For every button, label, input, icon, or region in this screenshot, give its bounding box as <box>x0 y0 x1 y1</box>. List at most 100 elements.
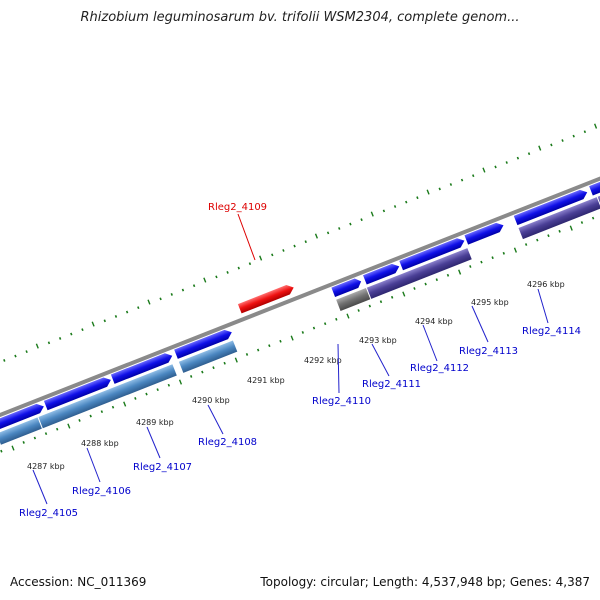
minor-tick <box>469 265 472 268</box>
major-tick <box>538 145 542 151</box>
cds-block-gray <box>336 288 371 311</box>
minor-tick <box>550 143 553 147</box>
gene-label-rleg2-4105[interactable]: Rleg2_4105 <box>19 508 78 519</box>
gene-label-rleg2-4107[interactable]: Rleg2_4107 <box>133 462 192 473</box>
major-tick <box>290 335 294 341</box>
gene-rleg2-4113[interactable] <box>464 221 505 245</box>
minor-tick <box>446 273 450 277</box>
gene-rleg2-4108[interactable] <box>174 328 233 359</box>
major-tick <box>91 321 95 327</box>
gene-label-rleg2-4114[interactable]: Rleg2_4114 <box>522 326 581 337</box>
gene-rleg2-4106[interactable] <box>43 375 113 411</box>
minor-tick <box>248 262 252 266</box>
minor-tick <box>0 449 3 453</box>
leader-line <box>471 305 489 343</box>
minor-tick <box>279 339 282 343</box>
minor-tick <box>505 161 508 164</box>
gene-rleg2-4110[interactable] <box>331 277 363 297</box>
gene-label-rleg2-4110[interactable]: Rleg2_4110 <box>312 396 371 407</box>
minor-tick <box>33 436 37 440</box>
minor-tick <box>56 427 59 431</box>
minor-tick <box>393 205 397 208</box>
major-tick <box>35 343 39 349</box>
gene-label-rleg2-4113[interactable]: Rleg2_4113 <box>459 346 518 357</box>
minor-tick <box>134 397 137 400</box>
minor-tick <box>527 152 531 156</box>
kbp-label: 4294 kbp <box>415 317 453 326</box>
minor-tick <box>44 432 48 436</box>
genome-stats-text: Topology: circular; Length: 4,537,948 bp… <box>260 575 590 589</box>
minor-tick <box>338 227 341 230</box>
minor-tick <box>416 196 419 200</box>
major-tick <box>482 167 486 173</box>
cds-block <box>0 417 42 445</box>
gene-label-rleg2-4108[interactable]: Rleg2_4108 <box>198 437 257 448</box>
cds-block <box>366 248 472 299</box>
minor-tick <box>438 187 441 191</box>
minor-tick <box>268 344 271 348</box>
leader-line <box>32 469 48 505</box>
minor-tick <box>89 414 92 418</box>
minor-tick <box>125 310 129 314</box>
minor-tick <box>424 282 427 286</box>
minor-tick <box>472 174 475 178</box>
major-tick <box>203 277 207 283</box>
minor-tick <box>181 288 185 292</box>
minor-tick <box>357 309 360 312</box>
gene-label-rleg2-4109[interactable]: Rleg2_4109 <box>208 202 267 213</box>
leader-line <box>146 426 161 459</box>
minor-tick <box>583 130 587 134</box>
minor-tick <box>360 218 363 222</box>
minor-tick <box>379 300 383 304</box>
minor-tick <box>558 229 561 233</box>
minor-tick <box>58 337 62 340</box>
gene-rleg2-4111[interactable] <box>363 262 401 285</box>
gene-rleg2-4107[interactable] <box>110 351 174 384</box>
major-tick <box>314 233 319 239</box>
minor-tick <box>170 293 173 296</box>
minor-tick <box>382 209 386 213</box>
minor-tick <box>167 383 171 387</box>
kbp-label: 4287 kbp <box>27 462 65 471</box>
minor-tick <box>435 278 438 282</box>
major-tick <box>259 255 263 261</box>
minor-tick <box>103 319 106 323</box>
gene-label-rleg2-4111[interactable]: Rleg2_4111 <box>362 379 421 390</box>
kbp-label: 4289 kbp <box>136 418 174 427</box>
accession-text: Accession: NC_011369 <box>10 575 147 589</box>
minor-tick <box>304 240 307 244</box>
minor-tick <box>189 375 193 378</box>
outer-tick-track <box>3 123 598 362</box>
minor-tick <box>502 251 505 255</box>
gene-label-rleg2-4106[interactable]: Rleg2_4106 <box>72 486 131 497</box>
major-tick <box>234 357 238 363</box>
gene-rleg2-4105[interactable] <box>0 402 46 431</box>
gene-rleg2-4109[interactable] <box>237 283 296 314</box>
minor-tick <box>223 361 226 365</box>
minor-tick <box>293 244 296 248</box>
minor-tick <box>137 306 140 310</box>
kbp-label: 4290 kbp <box>192 396 230 405</box>
gene-label-rleg2-4112[interactable]: Rleg2_4112 <box>410 363 469 374</box>
minor-tick <box>335 317 338 321</box>
minor-tick <box>516 156 520 160</box>
minor-tick <box>312 326 316 330</box>
leader-line <box>537 288 549 324</box>
kbp-label: 4291 kbp <box>247 376 285 385</box>
minor-tick <box>25 350 28 354</box>
minor-tick <box>192 284 196 288</box>
kbp-label: 4295 kbp <box>471 298 509 307</box>
minor-tick <box>547 234 550 238</box>
gene-rleg2-4114[interactable] <box>513 188 589 226</box>
minor-tick <box>323 322 327 326</box>
minor-tick <box>524 243 528 246</box>
minor-tick <box>591 216 595 220</box>
minor-tick <box>245 353 249 356</box>
minor-tick <box>561 139 564 142</box>
gene-rleg2-4112[interactable] <box>399 236 466 271</box>
cds-block <box>178 340 238 373</box>
minor-tick <box>580 221 584 224</box>
minor-tick <box>22 441 25 444</box>
major-tick <box>346 313 350 319</box>
